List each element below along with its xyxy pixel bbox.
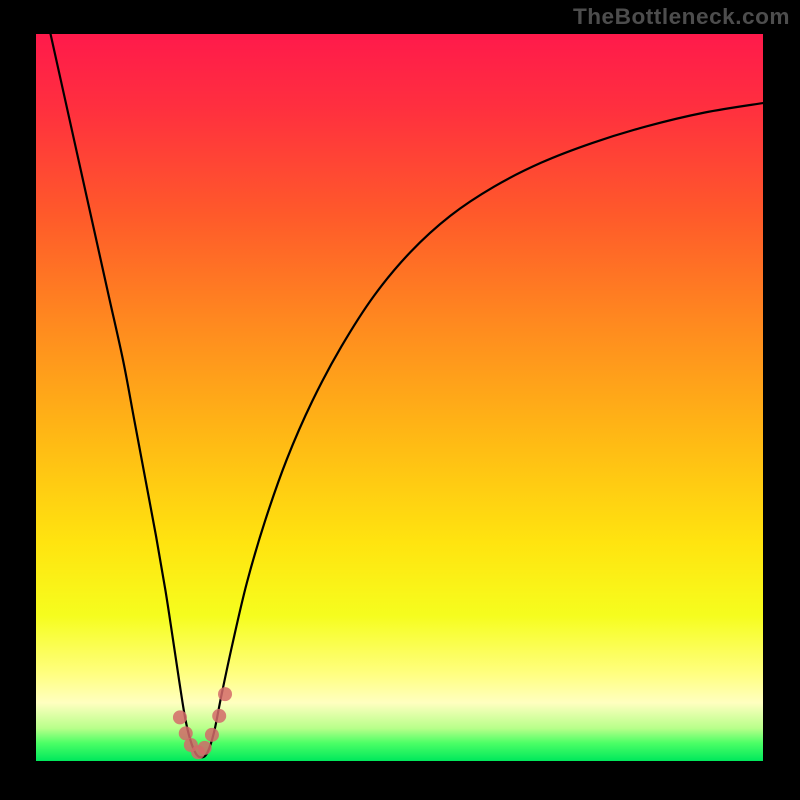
figure-container: TheBottleneck.com xyxy=(0,0,800,800)
bottleneck-minimum-cluster xyxy=(173,710,187,724)
watermark-label: TheBottleneck.com xyxy=(573,4,790,30)
bottleneck-curve xyxy=(51,34,763,757)
bottleneck-minimum-cluster xyxy=(205,728,219,742)
bottleneck-minimum-cluster xyxy=(218,687,232,701)
plot-area xyxy=(36,34,763,761)
bottleneck-minimum-cluster xyxy=(212,709,226,723)
chart-overlay-svg xyxy=(36,34,763,761)
bottleneck-minimum-cluster xyxy=(198,741,212,755)
